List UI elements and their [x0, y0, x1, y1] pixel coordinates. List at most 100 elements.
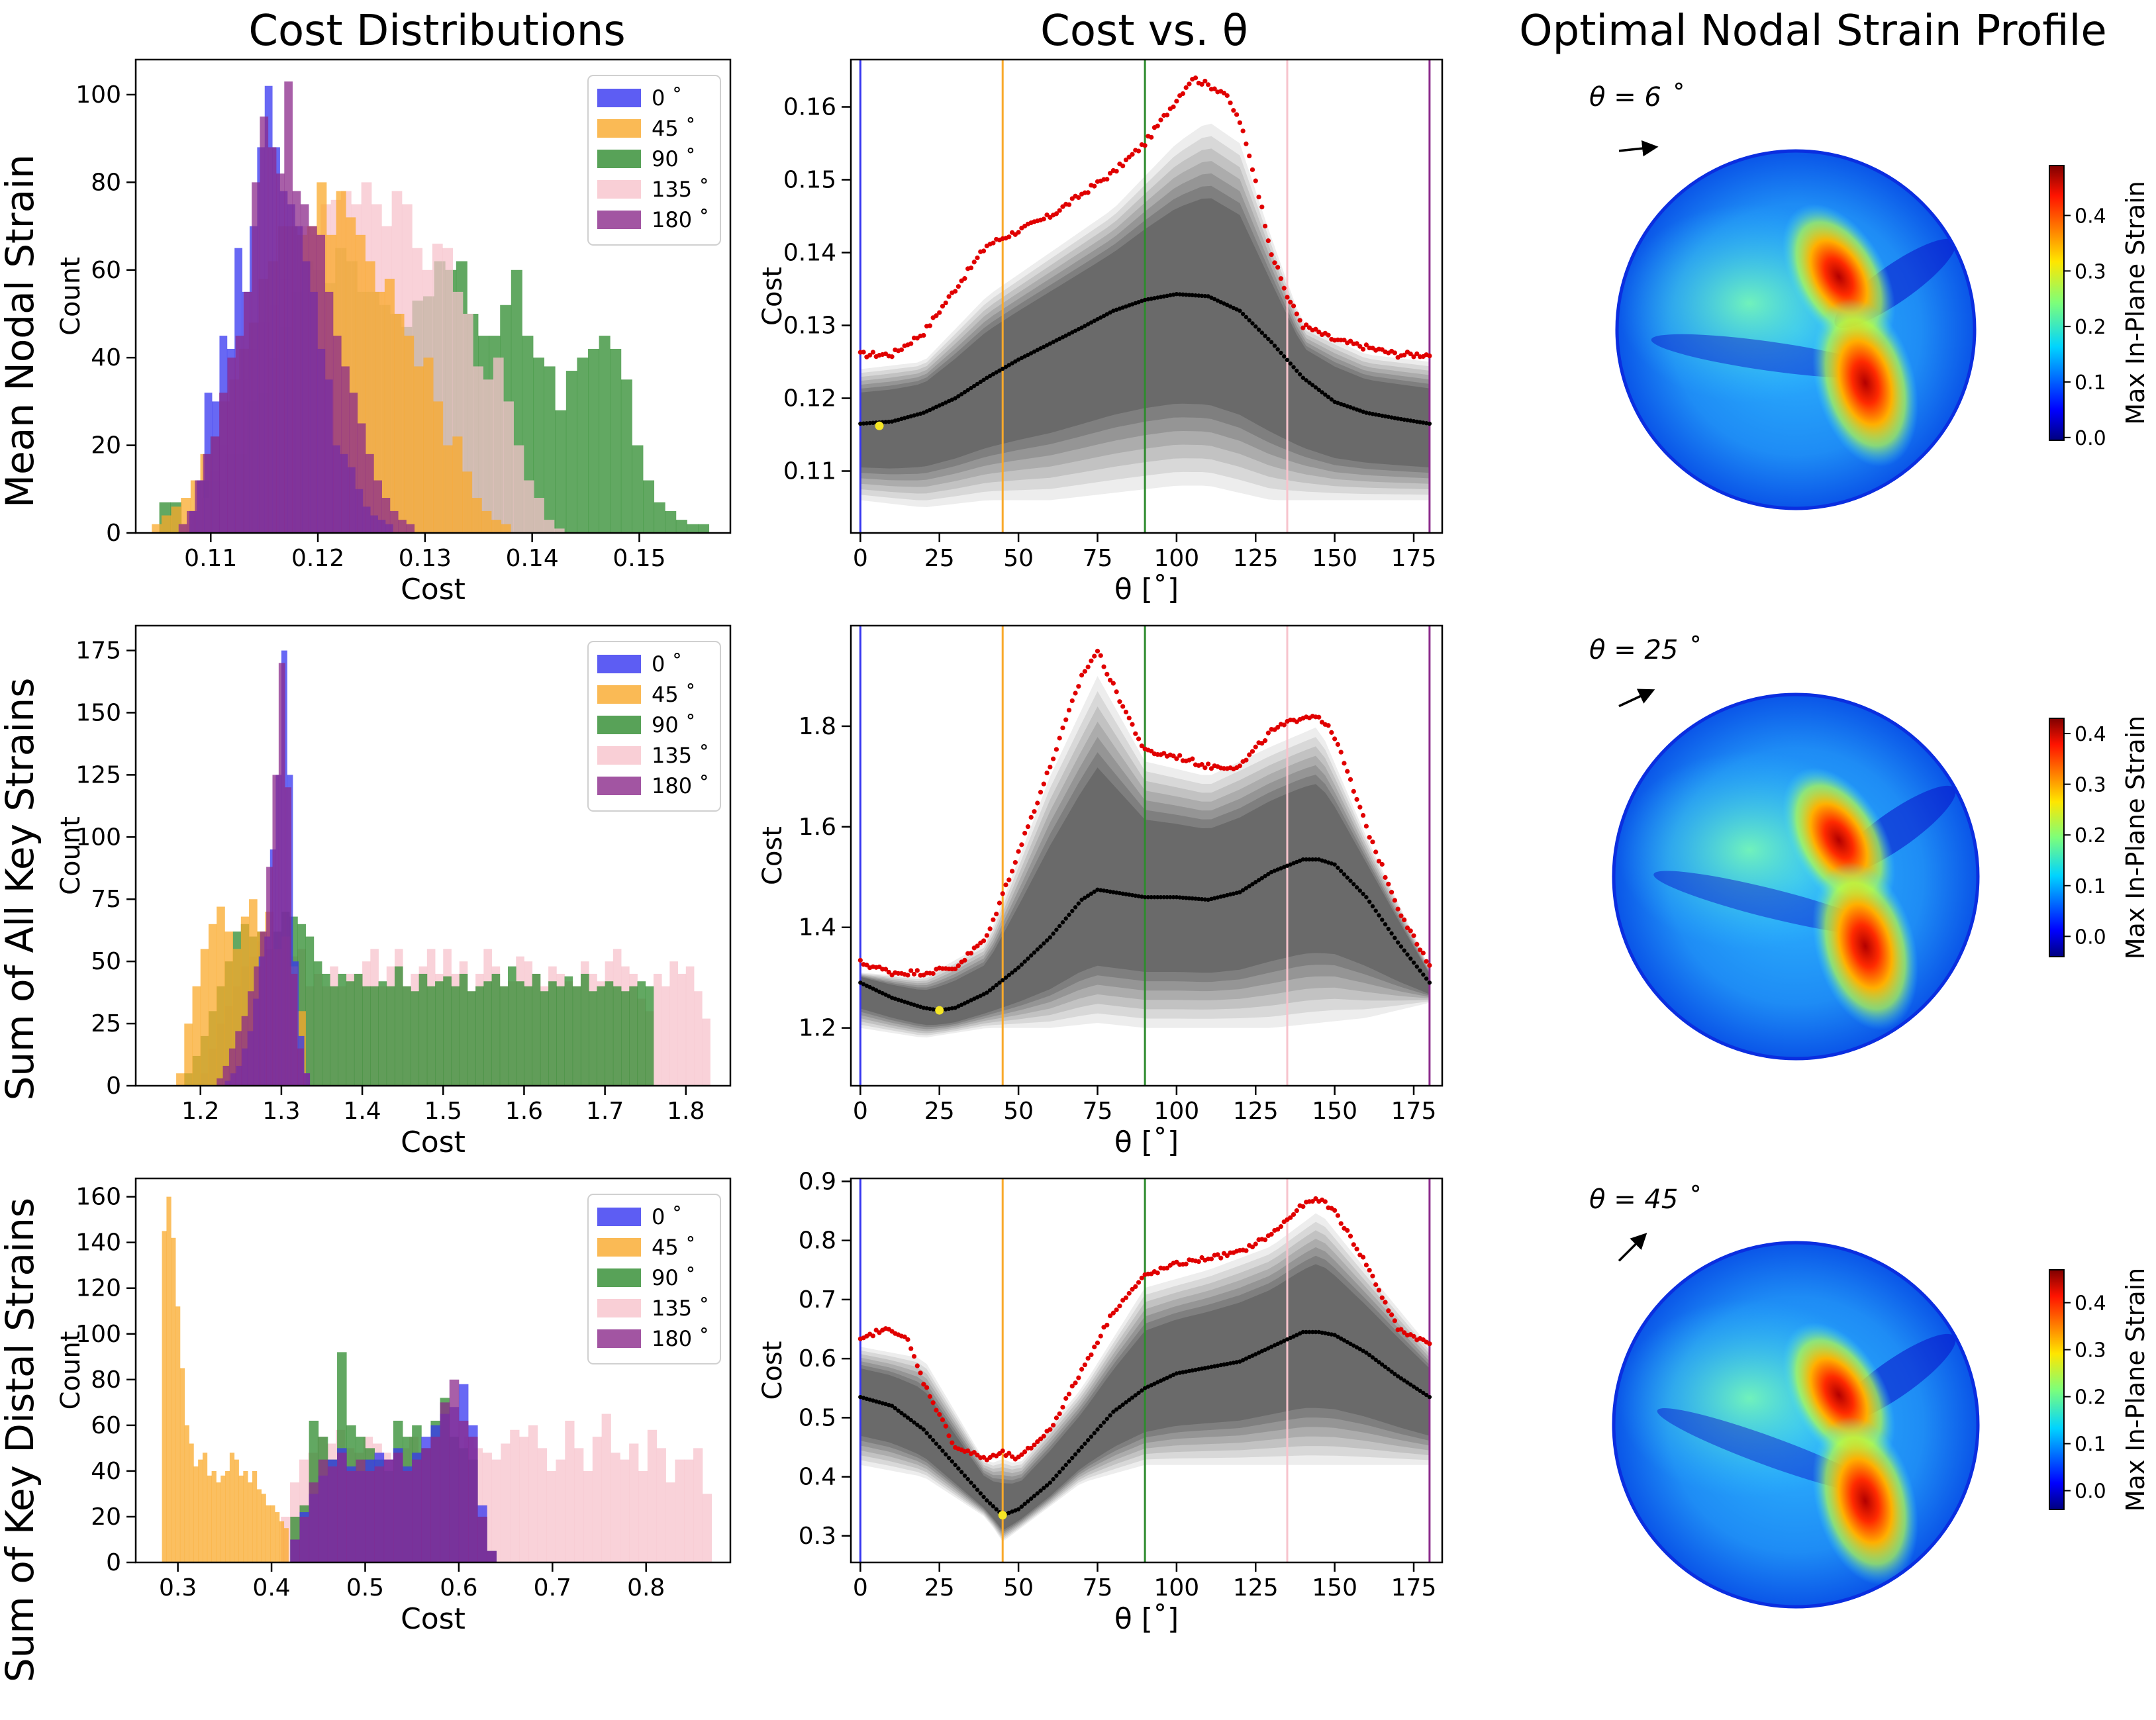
mean-point [883, 420, 888, 424]
y-tick-label: 120 [75, 1275, 121, 1302]
max-point [934, 313, 939, 318]
mean-point [962, 1473, 967, 1478]
mean-point [1155, 1380, 1160, 1385]
mean-point [1386, 926, 1391, 932]
mean-point [940, 402, 945, 406]
mean-point [1354, 885, 1359, 890]
histogram-bar-180 [252, 182, 260, 533]
max-point [1383, 875, 1388, 880]
histogram-bar-45 [283, 1528, 289, 1562]
max-point [1288, 1215, 1293, 1220]
y-tick-label: 100 [75, 81, 121, 109]
mean-point [1263, 334, 1267, 338]
mean-point [887, 419, 891, 424]
histogram-bar-180 [403, 1470, 413, 1562]
y-tick-label: 140 [75, 1229, 121, 1257]
mean-point [1022, 959, 1027, 964]
max-point [1288, 299, 1293, 305]
mean-point [930, 406, 936, 411]
histogram-bar-135 [537, 1448, 547, 1562]
histogram-bar-180 [365, 1470, 375, 1562]
mean-point [1351, 1343, 1356, 1348]
x-axis-label: Cost [401, 1125, 466, 1159]
max-point [1379, 1295, 1385, 1300]
max-point [1136, 736, 1142, 741]
mean-point [1238, 1359, 1242, 1364]
mean-point [1152, 296, 1157, 301]
mean-point [1307, 1329, 1312, 1335]
max-point [1066, 202, 1072, 207]
max-point [1259, 741, 1265, 746]
histogram-bar-135 [669, 961, 678, 1086]
mean-point [1070, 908, 1075, 914]
mean-point [981, 992, 986, 996]
mean-point [1051, 340, 1055, 344]
mean-point [1044, 938, 1050, 943]
mean-point [1083, 1441, 1087, 1446]
y-tick-label: 80 [91, 169, 121, 196]
mean-point [1130, 1395, 1135, 1400]
column-title-cost-vs-theta: Cost vs. θ [1040, 7, 1248, 56]
max-point [1253, 178, 1258, 183]
mean-point [959, 1002, 964, 1007]
mean-point [1380, 918, 1385, 922]
mean-point [1026, 1499, 1030, 1504]
max-point [940, 1417, 946, 1423]
y-tick-label: 50 [91, 948, 121, 975]
strain-map-row-1: θ = 25 ˚ 0.0 0.1 0.2 0.3 0.4 Max In-Plane Stra… [1589, 635, 2150, 1061]
x-tick-label: 50 [1003, 1098, 1034, 1125]
max-point [1392, 1318, 1397, 1323]
histogram-bar-180 [317, 234, 326, 533]
mean-point [1092, 318, 1097, 323]
max-point [1114, 1307, 1119, 1313]
mean-point [1326, 1331, 1331, 1336]
histogram-bar-180 [211, 436, 220, 533]
histogram-bar-180 [284, 81, 293, 533]
histogram-bar-180 [195, 480, 203, 533]
mean-point [956, 394, 961, 399]
mean-point [1380, 413, 1385, 418]
max-point [1117, 1304, 1122, 1309]
mean-point [972, 1484, 977, 1489]
histogram-bar-135 [693, 1448, 703, 1562]
mean-point [1405, 1380, 1410, 1385]
mean-point [1259, 1349, 1265, 1354]
mean-point [1155, 894, 1160, 900]
mean-point [1013, 359, 1018, 364]
histogram-bar-90 [435, 981, 444, 1086]
histogram-frame [134, 58, 732, 534]
max-point [1262, 1237, 1268, 1243]
mean-point [1202, 897, 1208, 902]
max-point [1367, 1267, 1372, 1273]
legend-swatch-0 [597, 1208, 641, 1226]
legend-label-45: 45 ˚ [652, 1235, 696, 1260]
histogram-bar-45 [184, 1024, 193, 1086]
mean-point [959, 392, 964, 397]
max-point [956, 284, 961, 289]
histogram-bar-90 [443, 976, 452, 1086]
mean-point [1035, 348, 1040, 352]
max-point [1272, 260, 1277, 265]
histogram-bar-180 [248, 991, 254, 1086]
max-point [991, 917, 996, 922]
mean-point [1085, 1438, 1091, 1443]
max-point [1427, 963, 1432, 968]
max-point [1363, 342, 1369, 348]
mean-point [1395, 940, 1400, 945]
mean-point [991, 985, 996, 990]
histogram-bar-180 [389, 510, 399, 533]
x-tick-label: 1.7 [586, 1098, 624, 1125]
legend-label-180: 180 ˚ [652, 1326, 709, 1351]
mean-point [887, 994, 891, 998]
mean-point [1313, 857, 1318, 862]
max-point [1032, 1442, 1037, 1448]
histogram-bar-135 [513, 445, 524, 533]
mean-point [1092, 889, 1097, 894]
max-point [1414, 351, 1420, 357]
histogram-bar-90 [645, 986, 654, 1086]
column-title-strain-profile: Optimal Nodal Strain Profile [1519, 7, 2107, 56]
mean-point [959, 1470, 964, 1474]
max-point [921, 332, 926, 338]
max-point [1193, 75, 1199, 81]
x-tick-label: 0.8 [627, 1574, 665, 1601]
